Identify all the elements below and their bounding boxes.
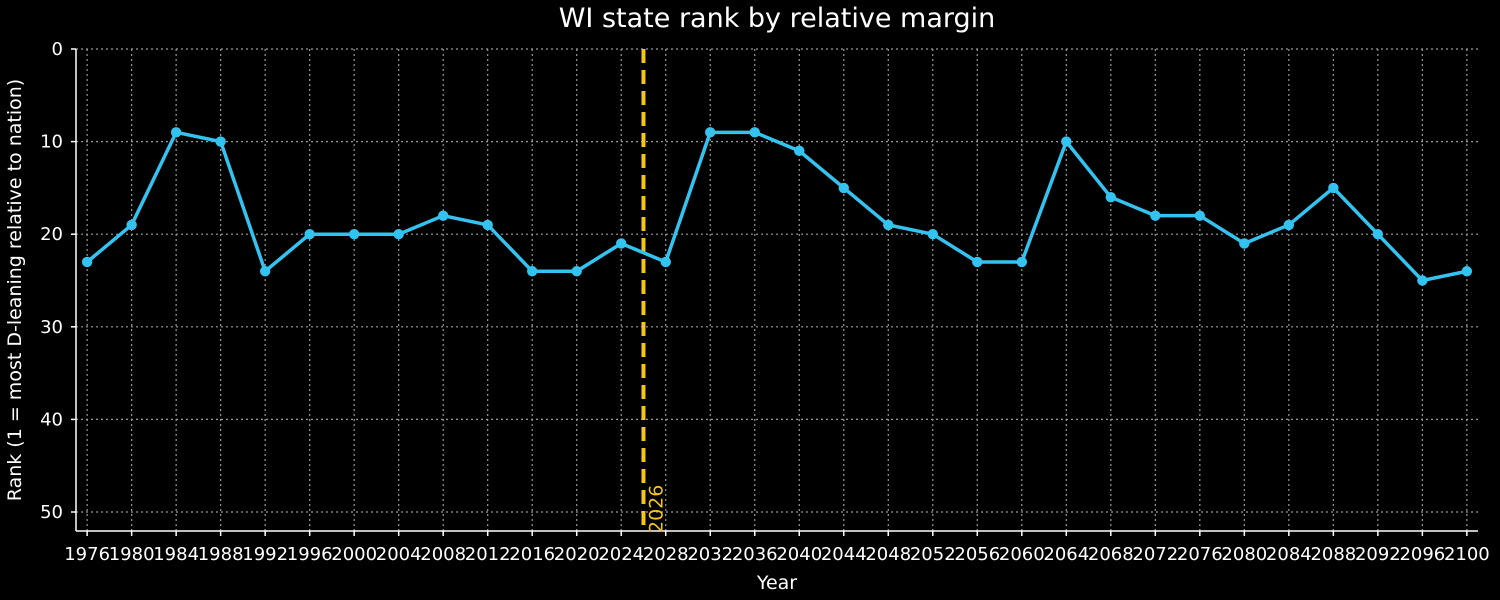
- x-axis-title: Year: [756, 572, 797, 594]
- data-point: [482, 219, 493, 231]
- data-point: [1105, 191, 1117, 203]
- x-tick-label: 2096: [1399, 544, 1445, 565]
- x-tick-label: 2060: [999, 544, 1045, 565]
- data-point: [1194, 210, 1206, 221]
- data-point: [927, 229, 938, 240]
- x-tick-label: 2052: [910, 544, 956, 565]
- data-point: [1372, 229, 1384, 240]
- y-tick-label: 10: [40, 132, 63, 153]
- x-tick-label: 2000: [331, 544, 377, 565]
- x-tick-label: 2044: [821, 544, 867, 565]
- data-point: [1417, 275, 1428, 286]
- data-point: [794, 145, 805, 157]
- x-tick-label: 2028: [643, 544, 689, 565]
- data-point: [215, 136, 226, 147]
- x-tick-label: 2100: [1444, 544, 1490, 565]
- data-point: [1150, 210, 1161, 221]
- y-axis-ticks: 0 10 20 30 40 50: [40, 39, 76, 523]
- data-point: [437, 210, 449, 221]
- x-axis-ticks: 1976198019841988199219962000200420082012…: [64, 531, 1490, 565]
- x-tick-label: 2072: [1132, 544, 1178, 565]
- x-tick-label: 2088: [1310, 544, 1356, 565]
- x-tick-label: 2016: [509, 544, 555, 565]
- data-point: [705, 127, 716, 138]
- x-tick-label: 2076: [1177, 544, 1223, 565]
- x-tick-label: 2040: [776, 544, 822, 565]
- data-point: [126, 219, 137, 231]
- data-point: [1461, 266, 1473, 277]
- year-marker: 2026: [641, 49, 667, 533]
- x-tick-label: 2056: [954, 544, 1000, 565]
- x-tick-label: 1976: [64, 544, 110, 565]
- y-axis-title: Rank (1 = most D-leaning relative to nat…: [4, 79, 26, 501]
- axes: [75, 49, 1478, 532]
- data-point: [883, 219, 894, 231]
- data-point: [1239, 238, 1250, 249]
- y-tick-label: 40: [40, 409, 63, 430]
- data-point: [660, 256, 671, 268]
- series-group: [81, 127, 1473, 286]
- data-point: [259, 266, 271, 277]
- x-tick-label: 2080: [1221, 544, 1267, 565]
- year-marker-label: 2026: [645, 485, 667, 533]
- chart-title: WI state rank by relative margin: [559, 3, 996, 34]
- data-point: [393, 229, 404, 240]
- x-tick-label: 2024: [598, 544, 644, 565]
- data-point: [1328, 182, 1339, 194]
- x-tick-label: 2020: [554, 544, 600, 565]
- y-tick-label: 30: [40, 317, 63, 338]
- x-tick-label: 1992: [242, 544, 288, 565]
- x-tick-label: 2032: [687, 544, 733, 565]
- series-line: [86, 130, 1468, 283]
- y-tick-label: 50: [40, 502, 63, 523]
- x-tick-label: 2068: [1088, 544, 1134, 565]
- data-point: [1016, 256, 1027, 268]
- x-tick-label: 1988: [198, 544, 244, 565]
- data-point: [81, 256, 93, 268]
- data-point: [749, 127, 760, 138]
- x-tick-label: 2004: [376, 544, 422, 565]
- x-tick-label: 2036: [732, 544, 778, 565]
- x-tick-label: 2048: [865, 544, 911, 565]
- x-tick-label: 2084: [1266, 544, 1312, 565]
- data-point: [972, 256, 983, 268]
- data-point: [1061, 136, 1072, 147]
- x-tick-label: 2092: [1355, 544, 1401, 565]
- grid-lines: [76, 48, 1478, 531]
- x-tick-label: 1980: [109, 544, 155, 565]
- x-tick-label: 2012: [465, 544, 511, 565]
- data-point: [616, 238, 627, 249]
- data-point: [348, 229, 360, 240]
- data-point: [170, 127, 182, 138]
- x-tick-label: 1996: [287, 544, 333, 565]
- data-point: [304, 229, 315, 240]
- data-point: [527, 266, 538, 277]
- data-point: [571, 266, 582, 277]
- y-tick-label: 0: [52, 39, 63, 60]
- x-tick-label: 2008: [420, 544, 466, 565]
- x-tick-label: 1984: [153, 544, 199, 565]
- y-tick-label: 20: [40, 224, 63, 245]
- x-tick-label: 2064: [1043, 544, 1089, 565]
- data-point: [1283, 219, 1295, 231]
- data-point: [838, 182, 849, 194]
